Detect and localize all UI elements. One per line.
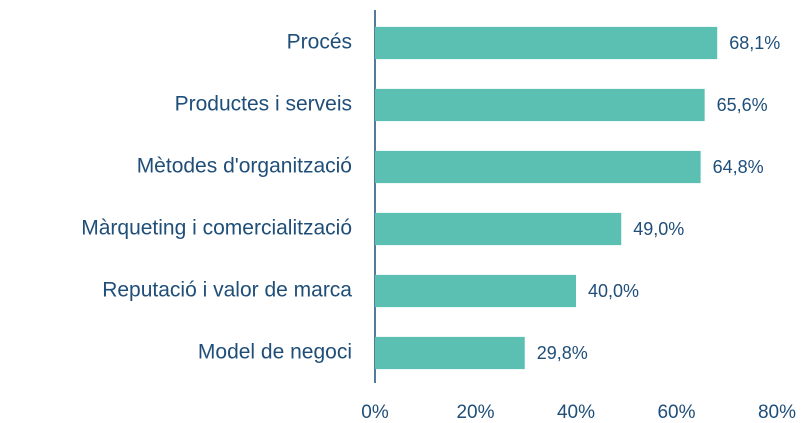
bar: [375, 212, 622, 246]
value-label: 29,8%: [537, 343, 588, 363]
value-label: 65,6%: [717, 95, 768, 115]
x-tick-label: 0%: [361, 402, 389, 423]
value-label: 68,1%: [729, 33, 780, 53]
value-label: 64,8%: [713, 157, 764, 177]
x-tick-label: 20%: [456, 402, 494, 423]
bar: [375, 336, 525, 370]
bar: [375, 150, 701, 184]
y-tick-label: Productes i serveis: [175, 93, 352, 116]
value-label: 40,0%: [588, 281, 639, 301]
y-tick-label: Procés: [287, 31, 352, 54]
y-tick-label: Reputació i valor de marca: [102, 279, 352, 302]
x-tick-label: 80%: [758, 402, 796, 423]
x-tick-label: 60%: [657, 402, 695, 423]
x-tick-label: 40%: [557, 402, 595, 423]
y-tick-label: Mètodes d'organització: [137, 155, 352, 178]
value-label: 49,0%: [633, 219, 684, 239]
bar: [375, 88, 705, 122]
y-tick-label: Màrqueting i comercialització: [81, 217, 352, 240]
bar: [375, 274, 576, 308]
y-tick-label: Model de negoci: [198, 341, 352, 364]
bar: [375, 26, 718, 60]
